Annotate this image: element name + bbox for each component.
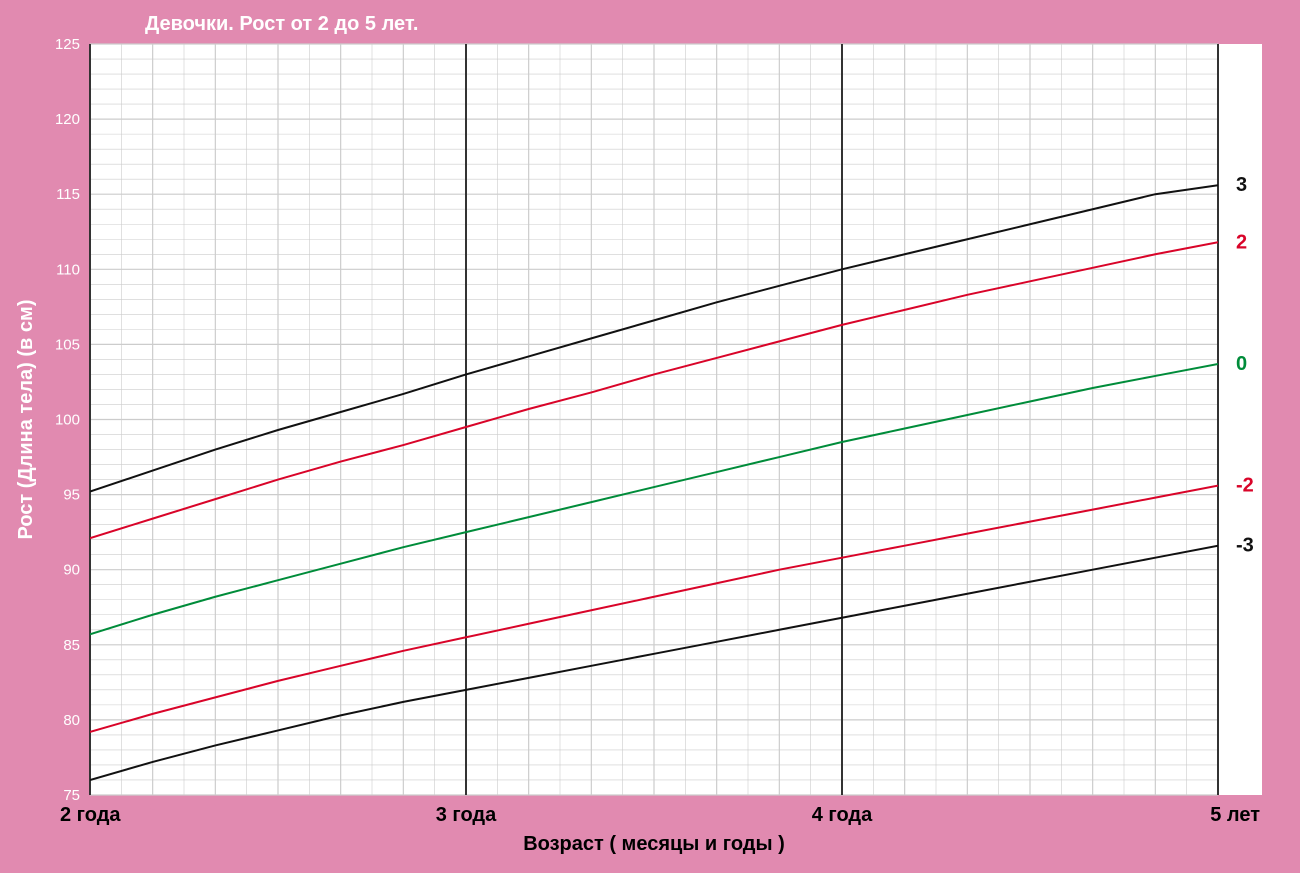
x-year-label: 5 лет (1210, 804, 1260, 826)
y-tick-left: 105 (55, 336, 80, 353)
y-tick-right: 120 (1270, 111, 1295, 128)
y-tick-right: 90 (1270, 562, 1287, 579)
series-label: 2 (1236, 231, 1247, 253)
series-label: -2 (1236, 475, 1254, 497)
series-label: -3 (1236, 535, 1254, 557)
y-tick-right: 115 (1270, 186, 1294, 203)
y-tick-left: 80 (63, 712, 80, 729)
y-tick-left: 100 (55, 412, 80, 429)
y-tick-left: 110 (56, 261, 80, 278)
x-month-tick: 6 (1027, 800, 1034, 814)
y-tick-right: 125 (1270, 36, 1295, 53)
growth-chart-frame: 3 2 0 -2 -3 75 80 85 90 95 100 105 110 115 120 125 75 80 8… (0, 0, 1300, 873)
x-year-label: 2 года (60, 804, 121, 826)
y-tick-right: 95 (1270, 487, 1287, 504)
y-tick-left: 115 (56, 186, 80, 203)
x-month-tick: 8 (1089, 800, 1096, 814)
y-tick-left: 120 (55, 111, 80, 128)
growth-chart-svg: 3 2 0 -2 -3 75 80 85 90 95 100 105 110 115 120 125 75 80 8… (0, 0, 1300, 873)
x-month-tick: 4 (588, 800, 595, 814)
x-month-tick: 2 (901, 800, 908, 814)
x-month-tick: 10 (397, 800, 411, 814)
y-tick-right: 75 (1270, 787, 1287, 804)
y-tick-left: 75 (63, 787, 80, 804)
y-tick-left: 90 (63, 562, 80, 579)
y-tick-right: 100 (1270, 412, 1295, 429)
series-label: 0 (1236, 353, 1247, 375)
x-month-tick: 2 (525, 800, 532, 814)
x-year-label: 3 года (436, 804, 497, 826)
y-tick-right: 110 (1270, 261, 1294, 278)
x-year-label: 4 года (812, 804, 873, 826)
y-tick-left: 125 (55, 36, 80, 53)
x-month-tick: 6 (275, 800, 282, 814)
x-month-tick: 10 (1149, 800, 1163, 814)
x-month-tick: 6 (651, 800, 658, 814)
x-month-tick: 4 (964, 800, 971, 814)
y-axis-label: Рост (Длина тела) (в см) (15, 300, 37, 540)
chart-title: Девочки. Рост от 2 до 5 лет. (145, 13, 418, 35)
y-tick-right: 85 (1270, 637, 1287, 654)
x-month-tick: 4 (212, 800, 219, 814)
x-month-tick: 10 (773, 800, 787, 814)
x-month-tick: 8 (713, 800, 720, 814)
series-label: 3 (1236, 174, 1247, 196)
y-tick-right: 105 (1270, 336, 1295, 353)
y-tick-left: 95 (63, 487, 80, 504)
y-tick-right: 80 (1270, 712, 1287, 729)
y-tick-left: 85 (63, 637, 80, 654)
x-axis-label: Возраст ( месяцы и годы ) (523, 833, 785, 855)
x-month-tick: 8 (337, 800, 344, 814)
x-month-tick: 2 (149, 800, 156, 814)
